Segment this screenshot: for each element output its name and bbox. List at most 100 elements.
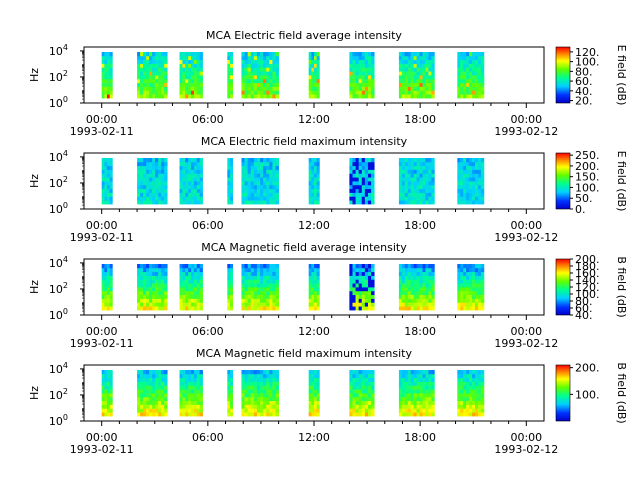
spectrogram-cell bbox=[314, 188, 318, 193]
spectrogram-cell bbox=[104, 75, 108, 80]
spectrogram-cell bbox=[401, 86, 406, 91]
spectrogram-cell bbox=[364, 59, 369, 64]
spectrogram-cell bbox=[182, 396, 186, 402]
spectrogram-cell bbox=[308, 306, 312, 311]
spectrogram-cell bbox=[398, 381, 403, 386]
spectrogram-cell bbox=[247, 177, 252, 182]
spectrogram-cell bbox=[149, 86, 153, 91]
data-segment bbox=[398, 370, 435, 417]
spectrogram-cell bbox=[146, 196, 150, 201]
y-tick-label: 104 bbox=[49, 149, 68, 164]
spectrogram-cell bbox=[428, 169, 432, 174]
spectrogram-cell bbox=[275, 200, 280, 205]
spectrogram-cell bbox=[152, 385, 156, 390]
spectrogram-cell bbox=[425, 396, 429, 402]
spectrogram-cell bbox=[466, 192, 470, 197]
spectrogram-cell bbox=[425, 370, 429, 375]
spectrogram-cell bbox=[188, 192, 192, 197]
spectrogram-cell bbox=[152, 408, 156, 413]
spectrogram-cell bbox=[428, 264, 432, 269]
spectrogram-cell bbox=[272, 370, 276, 375]
spectrogram-cell bbox=[191, 381, 195, 386]
spectrogram-cell bbox=[164, 63, 168, 68]
spectrogram-cell bbox=[367, 389, 372, 394]
spectrogram-cell bbox=[457, 283, 461, 288]
spectrogram-cell bbox=[275, 290, 280, 296]
spectrogram-cell bbox=[457, 184, 461, 190]
spectrogram-cell bbox=[352, 389, 356, 394]
spectrogram-cell bbox=[316, 271, 320, 276]
spectrogram-cell bbox=[244, 192, 249, 197]
spectrogram-cell bbox=[104, 169, 108, 174]
spectrogram-cell bbox=[146, 298, 150, 303]
spectrogram-cell bbox=[349, 71, 353, 76]
spectrogram-cell bbox=[182, 377, 186, 382]
spectrogram-cell bbox=[266, 412, 270, 417]
spectrogram-cell bbox=[107, 169, 111, 174]
spectrogram-cell bbox=[477, 188, 482, 193]
spectrogram-cell bbox=[191, 161, 195, 167]
spectrogram-cell bbox=[314, 90, 318, 95]
spectrogram-cell bbox=[428, 381, 432, 386]
spectrogram-cell bbox=[109, 188, 113, 193]
spectrogram-cell bbox=[185, 283, 189, 288]
spectrogram-cell bbox=[466, 370, 470, 375]
spectrogram-cell bbox=[104, 393, 108, 398]
spectrogram-cell bbox=[140, 55, 144, 61]
spectrogram-cell bbox=[311, 408, 315, 413]
spectrogram-cell bbox=[352, 177, 356, 182]
spectrogram-cell bbox=[158, 381, 162, 386]
spectrogram-cell bbox=[475, 373, 479, 379]
spectrogram-cell bbox=[352, 400, 356, 405]
spectrogram-cell bbox=[104, 173, 108, 178]
spectrogram-cell bbox=[146, 373, 150, 379]
spectrogram-cell bbox=[308, 82, 312, 87]
spectrogram-cell bbox=[466, 389, 470, 394]
spectrogram-cell bbox=[155, 283, 159, 288]
spectrogram-cell bbox=[250, 396, 255, 402]
spectrogram-cell bbox=[101, 287, 105, 292]
spectrogram-cell bbox=[227, 412, 231, 417]
spectrogram-cell bbox=[466, 271, 470, 276]
colorbar-tick-label: 80. bbox=[575, 65, 593, 78]
spectrogram-cell bbox=[146, 52, 150, 57]
spectrogram-cell bbox=[199, 306, 203, 311]
spectrogram-cell bbox=[109, 59, 113, 64]
spectrogram-cell bbox=[466, 82, 470, 87]
spectrogram-cell bbox=[199, 381, 203, 386]
spectrogram-cell bbox=[404, 287, 409, 292]
spectrogram-cell bbox=[199, 412, 203, 417]
colorbar-tick-label: 60. bbox=[575, 75, 593, 88]
spectrogram-cell bbox=[431, 173, 435, 178]
spectrogram-cell bbox=[253, 275, 258, 280]
spectrogram-cell bbox=[425, 173, 429, 178]
spectrogram-cell bbox=[227, 396, 231, 402]
spectrogram-cell bbox=[253, 283, 258, 288]
spectrogram-cell bbox=[158, 373, 162, 379]
spectrogram-cell bbox=[425, 78, 429, 84]
spectrogram-cell bbox=[422, 267, 426, 273]
spectrogram-cell bbox=[352, 373, 356, 379]
spectrogram-cell bbox=[109, 298, 113, 303]
spectrogram-cell bbox=[477, 404, 482, 409]
spectrogram-cell bbox=[457, 373, 461, 379]
spectrogram-cell bbox=[179, 173, 183, 178]
spectrogram-cell bbox=[182, 173, 186, 178]
spectrogram-cell bbox=[109, 63, 113, 68]
spectrogram-cell bbox=[355, 173, 360, 178]
spectrogram-cell bbox=[244, 298, 249, 303]
spectrogram-cell bbox=[477, 158, 482, 163]
spectrogram-cell bbox=[107, 298, 111, 303]
spectrogram-cell bbox=[407, 161, 412, 167]
spectrogram-cell bbox=[196, 75, 201, 80]
spectrogram-cell bbox=[158, 196, 162, 201]
spectrogram-cell bbox=[199, 290, 203, 296]
spectrogram-cell bbox=[275, 59, 280, 64]
spectrogram-cell bbox=[371, 267, 375, 273]
spectrogram-cell bbox=[349, 385, 353, 390]
spectrogram-cell bbox=[469, 298, 473, 303]
spectrogram-cell bbox=[431, 75, 435, 80]
spectrogram-cell bbox=[191, 271, 195, 276]
spectrogram-cell bbox=[401, 373, 406, 379]
spectrogram-cell bbox=[188, 283, 192, 288]
